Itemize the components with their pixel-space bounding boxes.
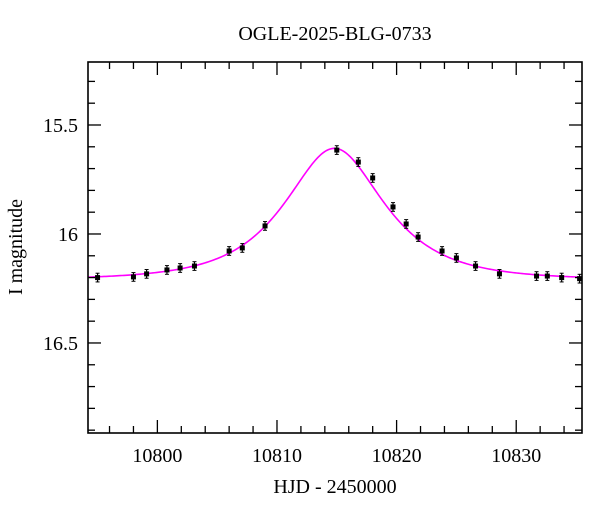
data-point — [334, 147, 340, 153]
data-point — [403, 221, 409, 227]
data-point — [496, 271, 502, 277]
y-tick-label: 15.5 — [43, 115, 78, 137]
data-point — [262, 223, 268, 229]
data-point — [415, 234, 421, 240]
data-point — [191, 263, 197, 269]
data-point — [473, 263, 479, 269]
model-curve-layer — [87, 147, 582, 278]
data-point — [95, 275, 101, 281]
model-curve — [87, 147, 582, 278]
data-point — [534, 273, 540, 279]
data-point — [544, 273, 550, 279]
data-point — [239, 245, 245, 251]
tick-labels-layer: 10800 10810 10820 10830 15.5 16 16.5 — [43, 115, 541, 467]
data-point — [577, 276, 583, 282]
data-point — [130, 274, 136, 280]
data-point — [453, 255, 459, 261]
y-tick-label: 16.5 — [43, 333, 78, 355]
plot-border — [87, 61, 583, 434]
data-point — [390, 204, 396, 210]
x-tick-label: 10830 — [491, 445, 541, 467]
y-tick-label: 16 — [58, 224, 78, 246]
y-axis-label: I magnitude — [5, 199, 27, 295]
chart-title: OGLE-2025-BLG-0733 — [238, 23, 431, 45]
data-point — [164, 267, 170, 273]
x-tick-label: 10810 — [252, 445, 302, 467]
data-point — [144, 271, 150, 277]
axis-ticks-layer — [88, 62, 582, 433]
x-tick-label: 10820 — [372, 445, 422, 467]
data-point — [355, 159, 361, 165]
data-points-layer — [95, 145, 583, 284]
data-point — [439, 248, 445, 254]
data-point — [370, 175, 376, 181]
x-tick-label: 10800 — [132, 445, 182, 467]
data-point — [226, 248, 232, 254]
x-axis-label: HJD - 2450000 — [273, 476, 396, 498]
data-point — [177, 265, 183, 271]
data-point — [559, 275, 565, 281]
